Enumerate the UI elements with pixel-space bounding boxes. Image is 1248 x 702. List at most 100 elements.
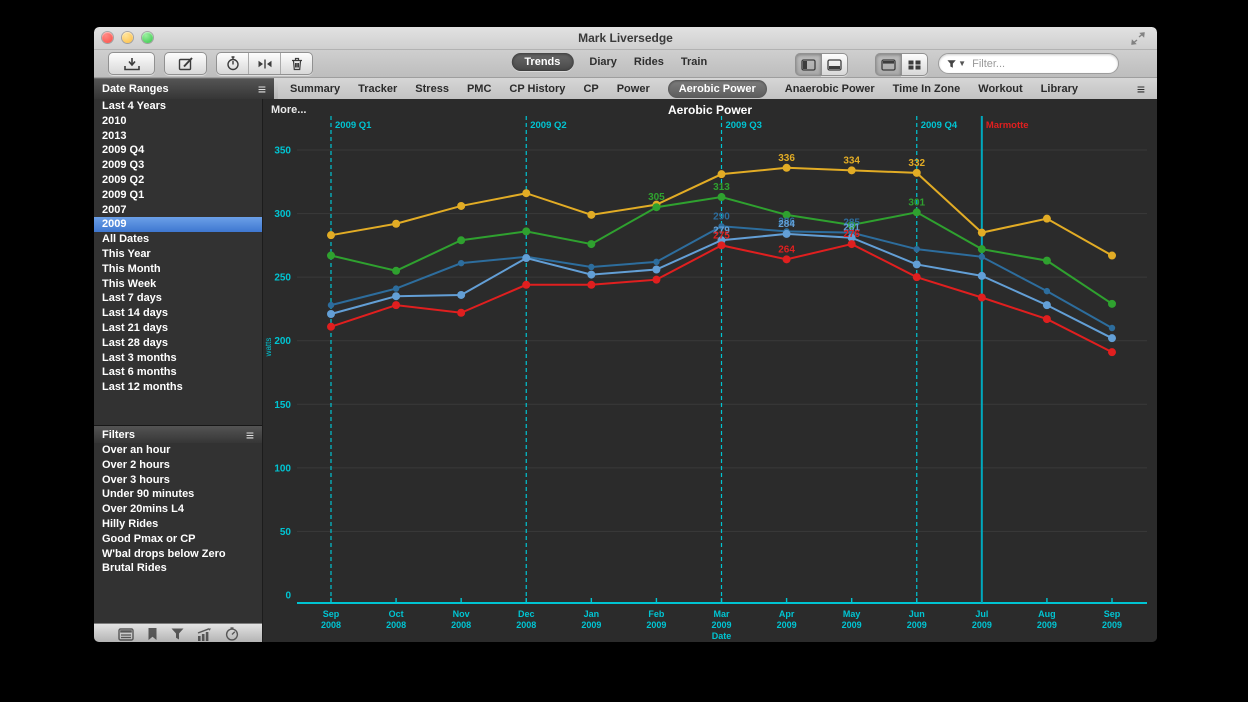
date-range-last-28-days[interactable]: Last 28 days	[102, 336, 169, 349]
filter-good-pmax-or-cp[interactable]: Good Pmax or CP	[102, 532, 196, 545]
series-light-blue-point-4	[587, 270, 596, 279]
series-green-point-11	[1042, 256, 1051, 265]
date-range-last-14-days[interactable]: Last 14 days	[102, 307, 169, 320]
tab-aerobic-power[interactable]: Aerobic Power	[667, 79, 767, 98]
series-red-point-4	[587, 280, 596, 289]
stopwatch-button[interactable]	[217, 53, 248, 74]
date-ranges-title: Date Ranges	[102, 83, 169, 95]
series-light-blue-point-11	[1042, 301, 1051, 310]
series-green-point-6	[717, 193, 726, 202]
annotation-label-marmotte: Marmotte	[986, 120, 1029, 131]
filter-brutal-rides[interactable]: Brutal Rides	[102, 562, 167, 575]
date-range-2009-q2[interactable]: 2009 Q2	[102, 173, 145, 186]
date-range-2013[interactable]: 2013	[102, 129, 127, 142]
date-range-this-week[interactable]: This Week	[102, 277, 157, 290]
more-button[interactable]: More...	[271, 104, 307, 116]
date-range-2009[interactable]: 2009	[94, 217, 262, 233]
tabbar-menu-icon[interactable]: ≡	[1136, 80, 1145, 97]
series-red-point-12	[1107, 348, 1116, 357]
tab-power[interactable]: Power	[616, 82, 650, 95]
funnel-icon[interactable]	[171, 628, 184, 640]
tab-pmc[interactable]: PMC	[466, 82, 492, 95]
view-diary[interactable]: Diary	[589, 56, 617, 68]
date-range-this-year[interactable]: This Year	[102, 247, 151, 260]
filter-input[interactable]	[970, 56, 1110, 71]
date-range-2009-q4[interactable]: 2009 Q4	[102, 144, 145, 157]
split-button[interactable]	[248, 53, 280, 74]
date-range-last-12-months[interactable]: Last 12 months	[102, 381, 183, 394]
date-range-2009-q1[interactable]: 2009 Q1	[102, 188, 145, 201]
tab-anaerobic-power[interactable]: Anaerobic Power	[784, 82, 875, 95]
fullscreen-icon[interactable]	[1131, 32, 1145, 45]
series-light-blue-point-7	[782, 229, 791, 238]
date-range-2007[interactable]: 2007	[102, 203, 127, 216]
filter-over-2-hours[interactable]: Over 2 hours	[102, 458, 170, 471]
filter-under-90-minutes[interactable]: Under 90 minutes	[102, 488, 195, 501]
series-red-point-2	[457, 308, 466, 317]
series-dark-blue-point-10	[978, 253, 986, 260]
toggle-bottombar-button[interactable]	[821, 53, 848, 76]
sidebar-bottom-toolbar	[94, 623, 262, 642]
toggle-sidebar-button[interactable]	[795, 53, 821, 76]
series-light-blue-point-9	[912, 260, 921, 269]
trash-button[interactable]	[280, 53, 312, 74]
title-bar[interactable]: Mark Liversedge	[94, 27, 1157, 50]
stopwatch-icon	[226, 56, 239, 71]
date-range-2010[interactable]: 2010	[102, 114, 127, 127]
date-range-last-3-months[interactable]: Last 3 months	[102, 351, 177, 364]
tile-grid-button[interactable]	[901, 53, 928, 76]
filter-field[interactable]: ▼	[938, 53, 1119, 74]
x-label-sep2008: Sep 2008	[321, 609, 341, 630]
tab-library[interactable]: Library	[1040, 82, 1078, 95]
bookmark-icon[interactable]	[147, 627, 158, 641]
date-range-last-6-months[interactable]: Last 6 months	[102, 366, 177, 379]
tab-cp[interactable]: CP	[583, 82, 599, 95]
download-button[interactable]	[108, 52, 155, 75]
tab-stress[interactable]: Stress	[415, 82, 449, 95]
series-dark-blue-point-9	[913, 245, 920, 253]
panel-toggle-group	[795, 53, 848, 76]
zoom-button[interactable]	[142, 32, 153, 43]
tab-time-in-zone[interactable]: Time In Zone	[892, 82, 961, 95]
date-range-this-month[interactable]: This Month	[102, 262, 161, 275]
minimize-button[interactable]	[122, 32, 133, 43]
aerobic-power-chart[interactable]: Sep 2008 Oct 2008 Nov 2008 Dec 2008 Jan 2009 Feb 20…	[263, 99, 1157, 642]
chart-panel[interactable]: More... Aerobic Power Sep 2008 Oct 2008 Nov 2…	[262, 99, 1157, 642]
filter-over-20mins-l4[interactable]: Over 20mins L4	[102, 503, 184, 516]
tab-cp-history[interactable]: CP History	[509, 82, 566, 95]
date-range-2009-q3[interactable]: 2009 Q3	[102, 159, 145, 172]
view-train[interactable]: Train	[680, 56, 708, 68]
series-red-point-11	[1042, 315, 1051, 324]
gauge-icon[interactable]	[225, 627, 239, 641]
tab-workout[interactable]: Workout	[978, 82, 1023, 95]
filter-hilly-rides[interactable]: Hilly Rides	[102, 517, 159, 530]
series-red-point-3	[522, 280, 531, 289]
view-rides[interactable]: Rides	[633, 56, 664, 68]
filter-w-bal-drops-below-zero[interactable]: W'bal drops below Zero	[102, 547, 226, 560]
filter-over-3-hours[interactable]: Over 3 hours	[102, 473, 170, 486]
series-dark-blue-value-label-285: 285	[843, 218, 860, 229]
filter-over-an-hour[interactable]: Over an hour	[102, 444, 171, 456]
tab-tracker[interactable]: Tracker	[358, 82, 398, 95]
view-trends[interactable]: Trends	[511, 53, 574, 71]
series-yellow-point-0	[327, 231, 335, 240]
date-range-last-7-days[interactable]: Last 7 days	[102, 292, 162, 305]
compose-button[interactable]	[164, 52, 207, 75]
close-button[interactable]	[102, 32, 113, 43]
series-light-blue-point-10	[977, 271, 986, 280]
filters-menu-icon[interactable]: ≡	[245, 426, 254, 443]
tile-single-button[interactable]	[875, 53, 901, 76]
y-axis-title: watts	[264, 338, 273, 358]
date-ranges-menu-icon[interactable]: ≡	[257, 81, 266, 97]
sidebar-splitter[interactable]	[274, 78, 278, 99]
date-range-all-dates[interactable]: All Dates	[102, 233, 150, 246]
filters-title: Filters	[102, 428, 136, 441]
date-range-last-4-years[interactable]: Last 4 Years	[102, 100, 167, 112]
series-red-point-8	[847, 240, 856, 249]
panel-bottom-icon	[827, 58, 842, 71]
series-green-point-1	[392, 266, 401, 275]
tab-summary[interactable]: Summary	[290, 82, 341, 95]
chart-bars-icon[interactable]	[197, 627, 212, 641]
date-range-last-21-days[interactable]: Last 21 days	[102, 321, 169, 334]
summary-icon[interactable]	[117, 627, 134, 641]
